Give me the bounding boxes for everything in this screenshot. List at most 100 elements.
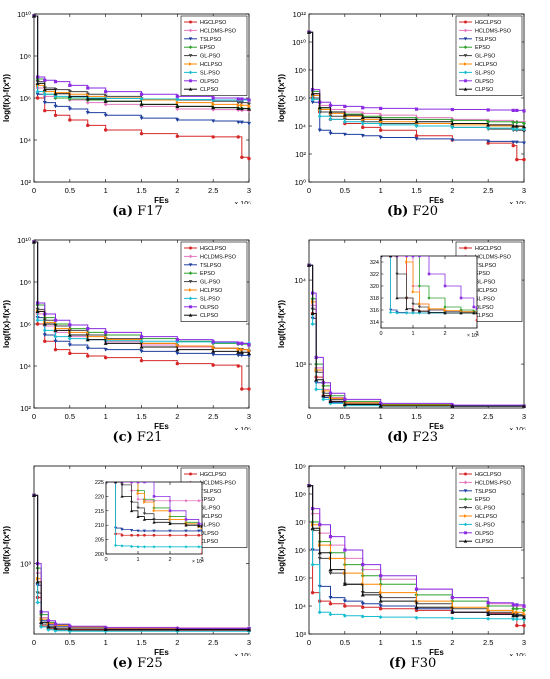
point-OLPSO (318, 523, 322, 527)
point-CLPSO (32, 14, 36, 18)
inset-point-HCLPSO (136, 491, 140, 496)
point-HCLPSO (486, 608, 491, 613)
legend-entry: CLPSO (200, 87, 218, 93)
inset-y-tick-label: 215 (95, 509, 104, 515)
inset-point-CLPSO (142, 517, 146, 521)
point-CLPSO (414, 119, 419, 124)
point-CLPSO (514, 124, 519, 128)
point-EPSO (514, 606, 519, 611)
legend-entry: HCLPSO (475, 288, 497, 294)
point-OLPSO (86, 327, 90, 331)
legend-entry: CLPSO (475, 539, 493, 545)
legend-entry: CLPSO (200, 539, 218, 545)
point-SL-PSO (46, 627, 51, 632)
point-HGCLPSO (236, 364, 240, 368)
point-TSLPSO (85, 111, 90, 115)
y-axis-label: log(f(x)-f(x*)) (2, 300, 11, 348)
point-SL-PSO (378, 122, 383, 127)
inset-series-line-HCLDMS-PSO (106, 482, 202, 502)
x-exponent-label: × 10⁵ (234, 201, 251, 204)
inset-point-CLPSO (200, 525, 202, 528)
point-TSLPSO (342, 132, 347, 137)
point-CLPSO (139, 102, 144, 106)
inset-point-HGCLPSO (197, 533, 201, 537)
x-axis-label: FEs (154, 196, 169, 204)
inset-point-EPSO (417, 284, 421, 288)
legend-entry: TSLPSO (475, 263, 496, 269)
x-tick-label: 1.5 (136, 186, 146, 195)
inset-point-SL-PSO (395, 311, 399, 315)
point-CLPSO (32, 493, 36, 497)
point-OLPSO (240, 341, 244, 345)
point-OLPSO (236, 97, 240, 101)
inset-point-OLPSO (411, 256, 415, 258)
point-HGCLPSO (522, 157, 526, 162)
point-CLPSO (103, 99, 108, 103)
y-tick-label: 10² (20, 404, 31, 413)
y-axis-label: log(f(x)-f(x*)) (2, 526, 11, 574)
point-CLPSO (247, 106, 251, 111)
inset-point-CLPSO (197, 524, 201, 528)
legend-entry: OLPSO (200, 79, 219, 85)
caption-a: (a) F17 (112, 204, 163, 219)
inset-y-tick-label: 316 (370, 308, 379, 314)
point-HGCLPSO (240, 155, 244, 160)
legend-entry: SL-PSO (475, 522, 495, 528)
point-CLPSO (317, 105, 322, 110)
point-SL-PSO (321, 397, 326, 402)
point-TSLPSO (67, 343, 72, 347)
legend-entry: SL-PSO (200, 296, 220, 302)
point-SL-PSO (317, 610, 322, 615)
inset-point-SL-PSO (417, 311, 421, 315)
point-EPSO (511, 606, 516, 611)
point-OLPSO (515, 603, 519, 607)
point-TSLPSO (175, 351, 180, 356)
y-tick-label: 10¹⁰ (17, 236, 31, 245)
y-tick-label: 10⁸ (294, 490, 306, 499)
point-SL-PSO (514, 127, 519, 132)
inset-point-GL-PSO (136, 506, 140, 510)
x-tick-label: 3 (522, 412, 526, 421)
x-tick-label: 3 (247, 186, 251, 195)
point-SL-PSO (310, 562, 315, 567)
point-OLPSO (515, 108, 519, 113)
inset-point-TSLPSO (152, 529, 156, 533)
x-tick-label: 0.5 (340, 186, 350, 195)
point-SL-PSO (42, 328, 47, 333)
inset-point-CLPSO (130, 509, 134, 513)
point-SL-PSO (35, 318, 40, 323)
point-CLPSO (53, 328, 58, 332)
point-CLPSO (85, 337, 90, 342)
point-HGCLPSO (53, 347, 58, 352)
inset-y-tick-label: 314 (370, 320, 379, 326)
inset-point-SL-PSO (142, 545, 146, 549)
point-OLPSO (175, 94, 179, 98)
chart-panel-f: 0 0.5 1 1.5 2 2.5 3 10³ 10⁴ 10⁵ 10⁶ 10⁷ 10⁸ 10⁹ FEs × 1… (275, 452, 550, 678)
point-HCLPSO (211, 102, 216, 107)
point-TSLPSO (85, 346, 90, 351)
chart-panel-c: 0 0.5 1 1.5 2 2.5 3 10² 10⁴ 10⁶ 10⁸ 10¹⁰ FEs × 10⁵ log… (0, 226, 275, 452)
inset-x-tick-label: 1 (136, 557, 139, 563)
point-GL-PSO (522, 129, 526, 134)
inset-point-HGCLPSO (130, 533, 133, 537)
point-HGCLPSO (247, 156, 251, 161)
point-HGCLPSO (175, 134, 180, 139)
point-CLPSO (307, 30, 311, 34)
point-OLPSO (361, 563, 365, 567)
chart-panel-a: 0 0.5 1 1.5 2 2.5 3 10² 10⁴ 10⁶ 10⁸ 10¹⁰ FEs × 10⁵ log… (0, 0, 275, 226)
point-SL-PSO (53, 334, 58, 339)
point-SL-PSO (53, 628, 58, 633)
point-CLPSO (450, 121, 455, 126)
point-TSLPSO (450, 138, 455, 142)
point-CLPSO (328, 110, 333, 114)
point-CLPSO (247, 351, 251, 355)
point-GL-PSO (317, 556, 322, 561)
legend-entry: HGCLPSO (200, 20, 226, 26)
legend-marker (463, 246, 468, 250)
inset-y-tick-label: 320 (370, 284, 379, 290)
point-OLPSO (139, 92, 144, 96)
point-TSLPSO (236, 353, 241, 358)
x-exponent-label: × 10⁵ (509, 653, 526, 656)
inset-point-HCLDMS-PSO (200, 499, 202, 503)
y-tick-label: 10⁶ (295, 546, 306, 555)
